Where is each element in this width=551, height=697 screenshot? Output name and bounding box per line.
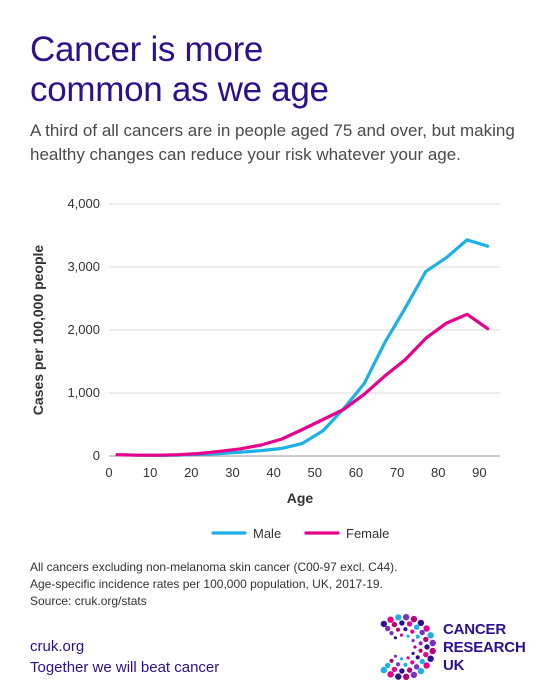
logo-dot: [399, 633, 404, 637]
logo-dot: [387, 616, 394, 623]
logo-dot: [427, 632, 434, 639]
x-axis-label: Age: [287, 490, 314, 506]
logo-dot: [406, 621, 413, 627]
subtitle-line-2: healthy changes can reduce your risk wha…: [30, 145, 461, 164]
logo-dot: [429, 647, 436, 655]
y-tick-label: 2,000: [67, 322, 100, 337]
x-tick-label: 80: [431, 465, 445, 480]
logo-dot: [413, 624, 420, 630]
logo-dot: [380, 620, 388, 628]
x-tick-label: 10: [143, 465, 157, 480]
footer-tagline: Together we will beat cancer: [30, 659, 220, 676]
logo-dot: [423, 662, 430, 669]
logo-dot: [389, 631, 394, 636]
y-tick-label: 3,000: [67, 259, 100, 274]
logo-dot: [385, 625, 391, 632]
logo-dot: [417, 667, 425, 675]
series-line-female: [115, 312, 490, 457]
x-tick-label: 50: [308, 465, 322, 480]
logo-dot: [418, 641, 423, 646]
gridlines: [109, 203, 500, 457]
x-tick-label: 0: [105, 465, 112, 480]
logo-dot: [427, 655, 434, 662]
series-lines: [115, 238, 490, 457]
subtitle: A third of all cancers are in people age…: [30, 119, 540, 167]
logo-dot: [403, 662, 408, 667]
logo-dots-icon: [380, 614, 436, 680]
logo-dot: [423, 636, 429, 643]
logo-dot: [410, 629, 415, 634]
logo-dot: [419, 658, 425, 665]
logo-dot: [403, 627, 408, 632]
cruk-logo: CANCER RESEARCH UK: [368, 612, 543, 682]
logo-dot: [423, 625, 430, 632]
x-tick-label: 90: [472, 465, 486, 480]
logo-dot: [419, 629, 425, 636]
legend: Male Female: [211, 526, 389, 541]
note-line-1: All cancers excluding non-melanoma skin …: [30, 560, 398, 574]
incidence-line-chart: 0 1,000 2,000 3,000 4,000 0 10 20 30 40 50 60 70 80 9…: [30, 196, 500, 541]
logo-line-3: UK: [443, 657, 465, 674]
logo-dot: [393, 636, 397, 640]
legend-label-male: Male: [253, 526, 281, 541]
subtitle-line-1: A third of all cancers are in people age…: [30, 121, 515, 140]
logo-dot: [385, 662, 391, 669]
logo-dot: [410, 671, 418, 679]
logo-dot: [410, 660, 415, 665]
y-tick-label: 1,000: [67, 385, 100, 400]
y-tick-label: 4,000: [67, 196, 100, 211]
logo-dot: [429, 639, 436, 647]
logo-dot: [411, 639, 415, 643]
logo-dot: [411, 651, 415, 655]
y-axis-ticks: 0 1,000 2,000 3,000 4,000: [67, 196, 100, 463]
logo-wordmark: CANCER RESEARCH UK: [443, 621, 526, 675]
logo-dot: [387, 671, 394, 678]
logo-dot: [406, 656, 410, 660]
x-tick-label: 30: [225, 465, 239, 480]
y-axis-label: Cases per 100,000 people: [30, 245, 46, 416]
logo-dot: [406, 667, 413, 673]
logo-dot: [395, 673, 402, 680]
logo-dot: [399, 620, 405, 626]
note-line-2: Age-specific incidence rates per 100,000…: [30, 577, 383, 591]
x-tick-label: 70: [390, 465, 404, 480]
legend-label-female: Female: [346, 526, 389, 541]
logo-dot: [406, 634, 410, 638]
footer-url[interactable]: cruk.org: [30, 638, 85, 655]
logo-dot: [410, 615, 418, 623]
logo-dot: [413, 645, 417, 649]
chart-notes: All cancers excluding non-melanoma skin …: [30, 559, 530, 610]
logo-dot: [395, 627, 401, 632]
logo-dot: [391, 666, 398, 673]
logo-dot: [413, 664, 420, 670]
logo-dot: [395, 614, 402, 621]
logo-dot: [399, 657, 404, 661]
logo-dot: [391, 621, 398, 628]
series-line-male: [115, 238, 490, 457]
logo-line-2: RESEARCH: [443, 639, 526, 656]
x-axis-ticks: 0 10 20 30 40 50 60 70 80 90: [105, 465, 486, 480]
x-tick-label: 60: [349, 465, 363, 480]
x-tick-label: 20: [184, 465, 198, 480]
logo-dot: [393, 654, 397, 658]
logo-dot: [423, 651, 429, 658]
x-tick-label: 40: [266, 465, 280, 480]
logo-dot: [403, 673, 410, 680]
page-title: Cancer is more common as we age: [30, 30, 530, 110]
logo-dot: [415, 655, 420, 660]
logo-dot: [380, 666, 388, 674]
logo-dot: [389, 658, 394, 663]
title-line-2: common as we age: [30, 70, 329, 109]
logo-line-1: CANCER: [443, 621, 506, 638]
logo-dot: [395, 662, 401, 667]
logo-dot: [418, 648, 423, 653]
logo-dot: [403, 614, 410, 621]
logo-dot: [424, 644, 430, 650]
logo-dot: [415, 634, 420, 639]
logo-dot: [417, 619, 425, 627]
logo-dot: [399, 668, 405, 674]
note-source: Source: cruk.org/stats: [30, 594, 147, 608]
y-tick-label: 0: [93, 448, 100, 463]
title-line-1: Cancer is more: [30, 30, 264, 69]
